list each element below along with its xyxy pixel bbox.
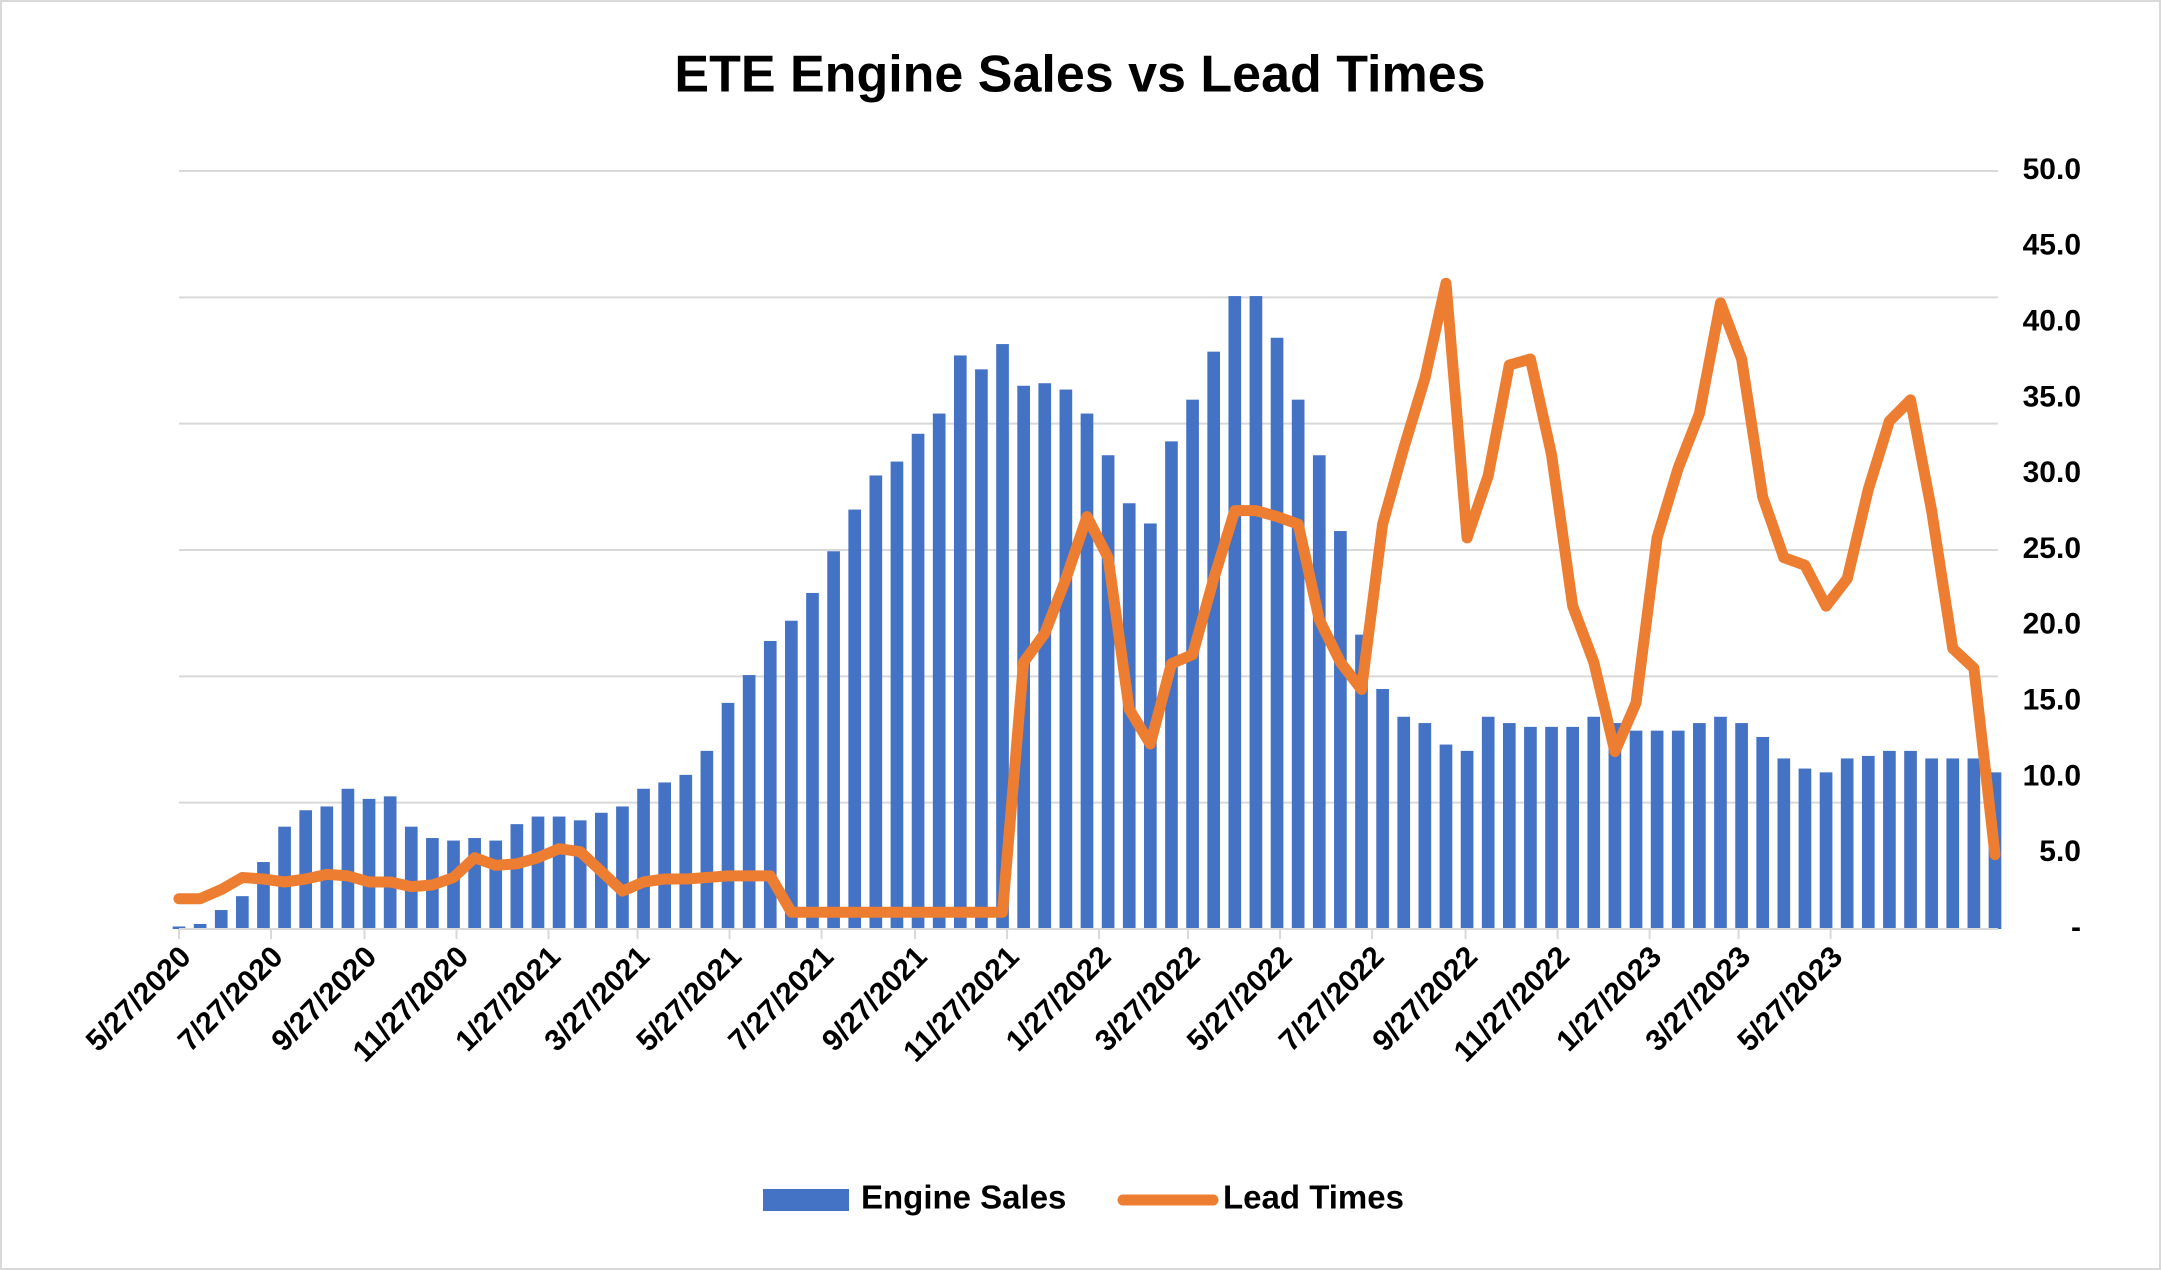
- bar: [890, 461, 904, 929]
- bar: [1883, 750, 1896, 929]
- bar: [785, 620, 798, 929]
- bar: [1439, 744, 1453, 929]
- bar: [531, 816, 545, 929]
- y2-tick-label: 30.0: [2023, 456, 2081, 489]
- bar: [214, 910, 228, 929]
- bar: [257, 862, 270, 929]
- y2-tick-label: 20.0: [2023, 608, 2081, 641]
- bar: [1376, 688, 1389, 929]
- bar: [1798, 768, 1812, 929]
- bar: [404, 826, 418, 929]
- bar: [1650, 730, 1664, 929]
- bar: [1038, 383, 1052, 929]
- bar: [1904, 750, 1917, 929]
- bar: [510, 824, 524, 929]
- bar: [742, 675, 756, 929]
- bar: [383, 796, 397, 929]
- bar: [1502, 723, 1516, 929]
- bar: [468, 838, 481, 929]
- legend-label: Lead Times: [1223, 1179, 1404, 1216]
- bar: [996, 344, 1009, 929]
- bar: [1186, 399, 1199, 929]
- bar: [1207, 351, 1221, 929]
- bar: [1840, 758, 1854, 929]
- bar: [1545, 726, 1558, 929]
- bar: [1355, 634, 1368, 929]
- bar: [1671, 730, 1685, 929]
- bar: [1714, 716, 1727, 929]
- bar: [1460, 750, 1474, 929]
- bar: [637, 788, 650, 929]
- bar: [616, 806, 629, 929]
- bar: [1756, 736, 1770, 929]
- bar: [320, 806, 334, 929]
- bar: [932, 413, 946, 929]
- y2-tick-label: 50.0: [2023, 153, 2081, 186]
- bar: [1946, 758, 1960, 929]
- bar: [911, 433, 925, 929]
- bar: [1228, 296, 1242, 929]
- bar: [447, 840, 460, 929]
- bar: [1693, 723, 1706, 929]
- y2-tick-label: 40.0: [2023, 305, 2081, 338]
- bar: [236, 896, 249, 929]
- bar: [1291, 399, 1305, 929]
- bar: [679, 774, 693, 929]
- y2-tick-label: 45.0: [2023, 229, 2081, 262]
- bar: [489, 840, 503, 929]
- y2-tick-label: 5.0: [2039, 835, 2081, 868]
- y2-tick-label: 10.0: [2023, 759, 2081, 792]
- bar: [1819, 772, 1833, 929]
- bar: [1587, 716, 1601, 929]
- bar: [1059, 389, 1073, 930]
- bar: [869, 475, 883, 929]
- bar: [953, 355, 967, 929]
- bar: [1334, 531, 1347, 929]
- bar: [1397, 716, 1411, 929]
- bar: [658, 782, 672, 929]
- bar: [299, 810, 313, 929]
- y2-tick-label: 35.0: [2023, 380, 2081, 413]
- bar: [1418, 723, 1432, 929]
- bar: [975, 369, 988, 929]
- bar: [1629, 730, 1643, 929]
- chart-title: ETE Engine Sales vs Lead Times: [674, 46, 1485, 104]
- bar: [1735, 723, 1748, 929]
- bar: [1249, 296, 1263, 929]
- bar: [573, 820, 587, 929]
- legend-swatch: [763, 1189, 849, 1211]
- bar: [700, 750, 714, 929]
- bar: [1101, 455, 1115, 929]
- y2-tick-label: 15.0: [2023, 684, 2081, 717]
- bar: [1777, 758, 1791, 929]
- bar: [1524, 726, 1537, 929]
- bar: [1270, 337, 1284, 929]
- bar: [848, 509, 862, 929]
- bar: [1312, 455, 1326, 929]
- bar: [1925, 758, 1938, 929]
- bar: [1566, 726, 1579, 929]
- y2-tick-label: 25.0: [2023, 532, 2081, 565]
- bar: [1967, 758, 1981, 929]
- bar: [1861, 755, 1875, 929]
- bar: [721, 702, 735, 929]
- bar: [827, 551, 840, 929]
- legend-label: Engine Sales: [861, 1179, 1066, 1216]
- bar: [193, 923, 207, 929]
- bar: [552, 816, 566, 929]
- bar: [362, 798, 376, 929]
- y2-tick-label: -: [2071, 911, 2081, 944]
- bar: [172, 926, 186, 929]
- line: [173, 277, 2001, 918]
- bar: [763, 640, 777, 929]
- bar: [1481, 716, 1495, 929]
- bar: [341, 788, 355, 929]
- bar: [1080, 413, 1094, 929]
- bar: [1608, 723, 1622, 929]
- bar: [806, 592, 819, 929]
